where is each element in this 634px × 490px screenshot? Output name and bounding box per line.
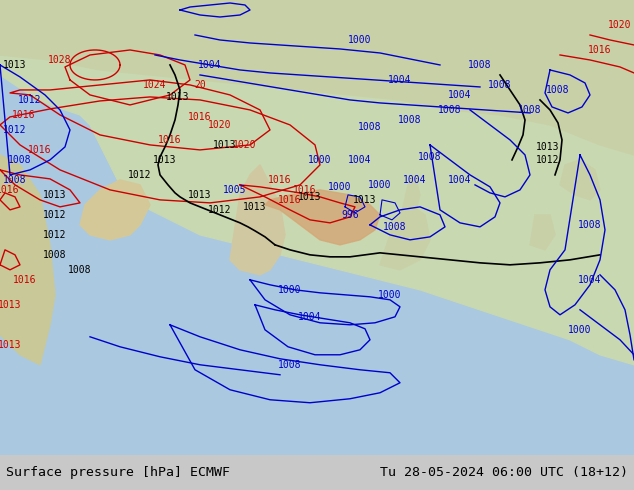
Text: 1013: 1013 [3, 60, 27, 70]
Text: 1012: 1012 [43, 210, 67, 220]
Polygon shape [400, 175, 420, 220]
Text: 1012: 1012 [536, 155, 560, 165]
Text: 1005: 1005 [223, 185, 247, 195]
Text: 1004: 1004 [448, 90, 472, 100]
Text: 1000: 1000 [378, 290, 402, 300]
Text: 1012: 1012 [128, 170, 152, 180]
Text: 20: 20 [194, 80, 206, 90]
Text: 1013: 1013 [243, 202, 267, 212]
Text: 1008: 1008 [383, 222, 407, 232]
Polygon shape [80, 180, 150, 240]
Text: 1008: 1008 [358, 122, 382, 132]
Polygon shape [560, 160, 600, 200]
Text: 1013: 1013 [0, 300, 22, 310]
Text: 1016: 1016 [13, 275, 37, 285]
Text: 1013: 1013 [0, 340, 22, 350]
Text: 1020: 1020 [233, 140, 257, 150]
Text: 1016: 1016 [0, 185, 20, 195]
Text: 996: 996 [341, 210, 359, 220]
Text: 1016: 1016 [588, 45, 612, 55]
Text: 1013: 1013 [213, 140, 236, 150]
Text: 1016: 1016 [294, 185, 317, 195]
Text: Surface pressure [hPa] ECMWF: Surface pressure [hPa] ECMWF [6, 466, 230, 479]
Text: 1012: 1012 [3, 125, 27, 135]
Polygon shape [0, 0, 634, 365]
Text: 1016: 1016 [12, 110, 36, 120]
Text: 1004: 1004 [388, 75, 411, 85]
Text: 1028: 1028 [48, 55, 72, 65]
Text: 1004: 1004 [298, 312, 321, 322]
Text: 1008: 1008 [8, 155, 32, 165]
Text: 1013: 1013 [298, 192, 321, 202]
Text: 1008: 1008 [469, 60, 492, 70]
Text: 1008: 1008 [278, 360, 302, 370]
Text: 1000: 1000 [348, 35, 372, 45]
Text: 1016: 1016 [29, 145, 52, 155]
Text: 1016: 1016 [268, 175, 292, 185]
Text: 1008: 1008 [418, 152, 442, 162]
Text: 1008: 1008 [578, 220, 602, 230]
Text: 1000: 1000 [368, 180, 392, 190]
Text: 1000: 1000 [278, 285, 302, 295]
Text: 1013: 1013 [353, 195, 377, 205]
Text: 1004: 1004 [448, 175, 472, 185]
Text: 1012: 1012 [208, 205, 232, 215]
Polygon shape [265, 190, 380, 245]
Text: 1013: 1013 [166, 92, 190, 102]
Text: 1013: 1013 [536, 142, 560, 152]
Text: 1008: 1008 [43, 250, 67, 260]
Text: 1012: 1012 [18, 95, 42, 105]
Text: 1016: 1016 [278, 195, 302, 205]
Text: 1024: 1024 [143, 80, 167, 90]
Text: 1000: 1000 [328, 182, 352, 192]
Text: 1008: 1008 [398, 115, 422, 125]
Text: 1013: 1013 [188, 190, 212, 200]
Text: 1000: 1000 [568, 325, 592, 335]
Polygon shape [530, 215, 555, 250]
Text: 1012: 1012 [43, 230, 67, 240]
Text: 1008: 1008 [438, 105, 462, 115]
Text: 1008: 1008 [3, 175, 27, 185]
Text: 1013: 1013 [153, 155, 177, 165]
Polygon shape [230, 165, 285, 275]
Text: 1016: 1016 [158, 135, 182, 145]
Text: 1008: 1008 [518, 105, 541, 115]
Text: 1020: 1020 [608, 20, 631, 30]
Polygon shape [0, 0, 634, 155]
Text: 1008: 1008 [547, 85, 570, 95]
Text: 1013: 1013 [43, 190, 67, 200]
Text: 1004: 1004 [578, 275, 602, 285]
Polygon shape [380, 205, 430, 270]
Text: 1000: 1000 [308, 155, 332, 165]
Text: 1020: 1020 [208, 120, 232, 130]
Text: 1016: 1016 [188, 112, 212, 122]
Text: 1004: 1004 [198, 60, 222, 70]
Text: 1008: 1008 [68, 265, 92, 275]
Text: 1004: 1004 [403, 175, 427, 185]
Text: 1008: 1008 [488, 80, 512, 90]
Text: Tu 28-05-2024 06:00 UTC (18+12): Tu 28-05-2024 06:00 UTC (18+12) [380, 466, 628, 479]
Polygon shape [0, 155, 55, 365]
Text: 1004: 1004 [348, 155, 372, 165]
